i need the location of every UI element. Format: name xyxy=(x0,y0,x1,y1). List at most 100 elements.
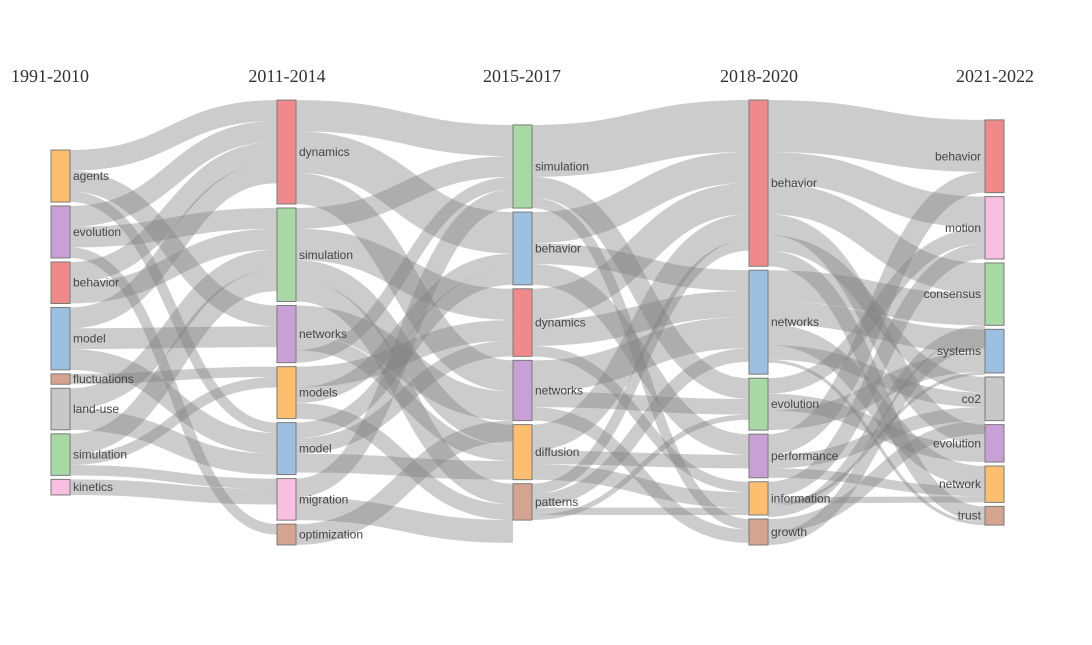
sankey-node-motion[interactable] xyxy=(984,196,1005,260)
sankey-link xyxy=(295,497,514,543)
sankey-node-networks[interactable] xyxy=(512,359,533,422)
sankey-link xyxy=(295,189,514,498)
sankey-link xyxy=(531,345,750,493)
sankey-link xyxy=(69,191,278,434)
node-label: dynamics xyxy=(535,316,586,330)
sankey-node-information[interactable] xyxy=(748,481,769,516)
sankey-link xyxy=(531,183,750,320)
sankey-link xyxy=(531,264,750,455)
node-label: model xyxy=(299,442,332,456)
sankey-node-land-use[interactable] xyxy=(50,387,71,431)
sankey-node-evolution[interactable] xyxy=(748,377,769,431)
sankey-node-dynamics[interactable] xyxy=(276,99,297,205)
sankey-link xyxy=(69,100,278,171)
node-label: behavior xyxy=(73,276,119,290)
node-label: land-use xyxy=(73,402,119,416)
sankey-link xyxy=(69,141,278,283)
sankey-link xyxy=(767,407,986,469)
sankey-link xyxy=(69,270,278,455)
node-label: models xyxy=(299,386,338,400)
sankey-link xyxy=(767,227,986,394)
sankey-link xyxy=(69,162,278,329)
sankey-link xyxy=(295,228,514,320)
sankey-node-fluctuations[interactable] xyxy=(50,373,71,385)
node-label: networks xyxy=(771,315,819,329)
sankey-link xyxy=(69,479,278,505)
sankey-node-agents[interactable] xyxy=(50,149,71,203)
period-title: 2018-2020 xyxy=(720,66,798,86)
sankey-node-networks[interactable] xyxy=(748,269,769,375)
sankey-link xyxy=(531,151,750,244)
sankey-link xyxy=(295,319,514,388)
sankey-link xyxy=(531,291,750,346)
period-titles: 1991-2010 2011-2014 2015-2017 2018-2020 2021… xyxy=(11,66,1034,86)
sankey-link xyxy=(295,100,514,157)
sankey-node-models[interactable] xyxy=(276,366,297,420)
sankey-link xyxy=(531,407,750,543)
sankey-link xyxy=(69,120,278,227)
sankey-link xyxy=(767,468,986,497)
sankey-node-dynamics[interactable] xyxy=(512,288,533,357)
sankey-link xyxy=(531,243,750,292)
sankey-node-patterns[interactable] xyxy=(512,483,533,521)
sankey-node-model[interactable] xyxy=(276,422,297,476)
sankey-link xyxy=(69,464,278,489)
sankey-link xyxy=(767,301,986,353)
sankey-link xyxy=(767,100,986,172)
sankey-node-trust[interactable] xyxy=(984,505,1005,526)
sankey-node-systems[interactable] xyxy=(984,328,1005,374)
sankey-link xyxy=(767,183,986,295)
period-title: 2011-2014 xyxy=(248,66,325,86)
sankey-node-consensus[interactable] xyxy=(984,262,1005,326)
sankey-link xyxy=(531,240,750,495)
sankey-link xyxy=(69,409,278,475)
node-label: simulation xyxy=(535,160,589,174)
sankey-node-optimization[interactable] xyxy=(276,523,297,546)
sankey-node-behavior[interactable] xyxy=(984,119,1005,194)
sankey-node-diffusion[interactable] xyxy=(512,424,533,481)
sankey-node-network[interactable] xyxy=(984,465,1005,503)
node-label: networks xyxy=(299,327,347,341)
node-label: dynamics xyxy=(299,145,350,159)
sankey-link xyxy=(767,352,986,431)
sankey-node-growth[interactable] xyxy=(748,518,769,546)
sankey-node-performance[interactable] xyxy=(748,433,769,479)
node-label: behavior xyxy=(935,149,981,163)
sankey-link xyxy=(531,100,750,177)
sankey-link xyxy=(767,250,986,522)
sankey-node-networks[interactable] xyxy=(276,305,297,364)
sankey-link xyxy=(295,131,514,254)
node-label: kinetics xyxy=(73,480,113,494)
sankey-node-simulation[interactable] xyxy=(50,433,71,476)
sankey-link xyxy=(767,345,986,408)
sankey-link xyxy=(295,305,514,421)
sankey-node-simulation[interactable] xyxy=(276,207,297,303)
sankey-node-behavior[interactable] xyxy=(748,99,769,267)
sankey-link xyxy=(295,403,514,521)
sankey-node-model[interactable] xyxy=(50,307,71,371)
sankey-link xyxy=(295,259,514,446)
sankey-node-simulation[interactable] xyxy=(512,124,533,209)
node-label: network xyxy=(939,477,982,491)
sankey-node-migration[interactable] xyxy=(276,478,297,521)
node-label: migration xyxy=(299,492,348,506)
sankey-node-evolution[interactable] xyxy=(984,424,1005,463)
sankey-node-kinetics[interactable] xyxy=(50,478,71,496)
node-label: behavior xyxy=(535,241,581,255)
sankey-node-behavior[interactable] xyxy=(512,211,533,286)
node-label: networks xyxy=(535,383,583,397)
node-label: performance xyxy=(771,449,839,463)
sankey-link xyxy=(531,414,750,521)
sankey-link xyxy=(531,391,750,415)
sankey-link xyxy=(531,197,750,530)
node-label: optimization xyxy=(299,528,363,542)
node-label: co2 xyxy=(962,392,982,406)
sankey-node-co2[interactable] xyxy=(984,376,1005,422)
node-label: systems xyxy=(937,344,981,358)
sankey-link xyxy=(767,393,986,463)
sankey-node-behavior[interactable] xyxy=(50,261,71,305)
sankey-node-evolution[interactable] xyxy=(50,205,71,259)
sankey-link xyxy=(767,270,986,326)
sankey-link xyxy=(295,340,514,454)
sankey-link xyxy=(531,176,750,399)
